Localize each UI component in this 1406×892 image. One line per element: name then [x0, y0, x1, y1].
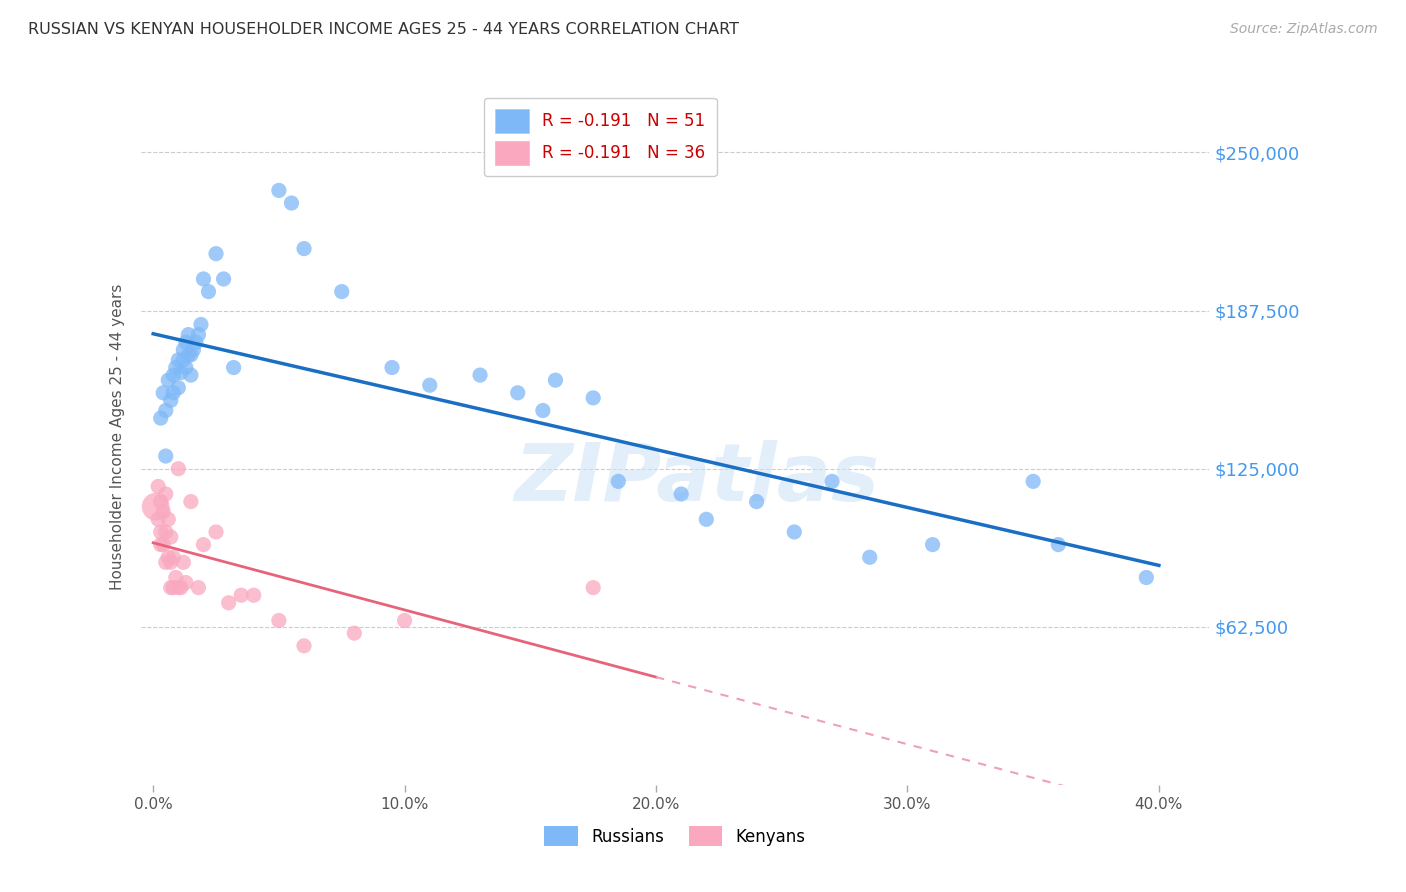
Legend: Russians, Kenyans: Russians, Kenyans [537, 820, 813, 853]
Point [162, 385, 184, 400]
Point [159, 530, 181, 544]
Point [419, 378, 441, 392]
Point [172, 343, 194, 357]
Point [157, 512, 180, 526]
Point [531, 403, 554, 417]
Y-axis label: Householder Income Ages 25 - 44 years: Householder Income Ages 25 - 44 years [110, 284, 125, 591]
Point [152, 538, 174, 552]
Point [783, 524, 806, 539]
Point [167, 461, 190, 475]
Point [172, 555, 194, 569]
Point [212, 272, 235, 286]
Point [167, 581, 190, 595]
Point [190, 318, 212, 332]
Point [187, 327, 209, 342]
Point [745, 494, 768, 508]
Point [197, 285, 219, 299]
Point [205, 246, 228, 260]
Point [231, 588, 253, 602]
Point [267, 614, 290, 628]
Point [544, 373, 567, 387]
Point [292, 639, 315, 653]
Point [242, 588, 264, 602]
Point [157, 550, 180, 565]
Point [280, 196, 302, 211]
Point [193, 538, 215, 552]
Point [506, 385, 529, 400]
Point [157, 373, 180, 387]
Point [162, 581, 184, 595]
Point [145, 500, 167, 514]
Point [167, 352, 190, 367]
Point [177, 348, 200, 362]
Point [183, 343, 205, 357]
Point [193, 272, 215, 286]
Point [170, 366, 193, 380]
Point [1022, 475, 1045, 489]
Point [165, 360, 187, 375]
Point [174, 335, 197, 350]
Point [343, 626, 366, 640]
Point [921, 538, 943, 552]
Point [167, 381, 190, 395]
Point [180, 368, 202, 383]
Point [148, 512, 170, 526]
Point [468, 368, 491, 383]
Point [152, 505, 174, 519]
Point [187, 581, 209, 595]
Point [155, 449, 177, 463]
Point [180, 348, 202, 362]
Point [222, 360, 245, 375]
Point [148, 479, 170, 493]
Point [174, 575, 197, 590]
Point [172, 352, 194, 367]
Point [582, 391, 605, 405]
Point [695, 512, 717, 526]
Point [155, 555, 177, 569]
Text: ZIPatlas: ZIPatlas [513, 440, 879, 518]
Point [582, 581, 605, 595]
Point [330, 285, 353, 299]
Point [177, 327, 200, 342]
Point [162, 368, 184, 383]
Point [267, 183, 290, 197]
Point [149, 524, 172, 539]
Text: RUSSIAN VS KENYAN HOUSEHOLDER INCOME AGES 25 - 44 YEARS CORRELATION CHART: RUSSIAN VS KENYAN HOUSEHOLDER INCOME AGE… [28, 22, 740, 37]
Point [1135, 570, 1157, 584]
Point [205, 524, 228, 539]
Point [218, 596, 240, 610]
Point [159, 555, 181, 569]
Point [170, 581, 193, 595]
Point [149, 538, 172, 552]
Point [159, 581, 181, 595]
Point [149, 494, 172, 508]
Point [1047, 538, 1070, 552]
Point [292, 242, 315, 256]
Point [669, 487, 692, 501]
Point [155, 487, 177, 501]
Point [394, 614, 416, 628]
Point [162, 550, 184, 565]
Point [165, 570, 187, 584]
Point [180, 494, 202, 508]
Point [149, 411, 172, 425]
Point [184, 335, 207, 350]
Point [859, 550, 882, 565]
Point [174, 360, 197, 375]
Point [155, 524, 177, 539]
Point [155, 403, 177, 417]
Point [821, 475, 844, 489]
Text: Source: ZipAtlas.com: Source: ZipAtlas.com [1230, 22, 1378, 37]
Point [607, 475, 630, 489]
Point [381, 360, 404, 375]
Point [152, 385, 174, 400]
Point [159, 393, 181, 408]
